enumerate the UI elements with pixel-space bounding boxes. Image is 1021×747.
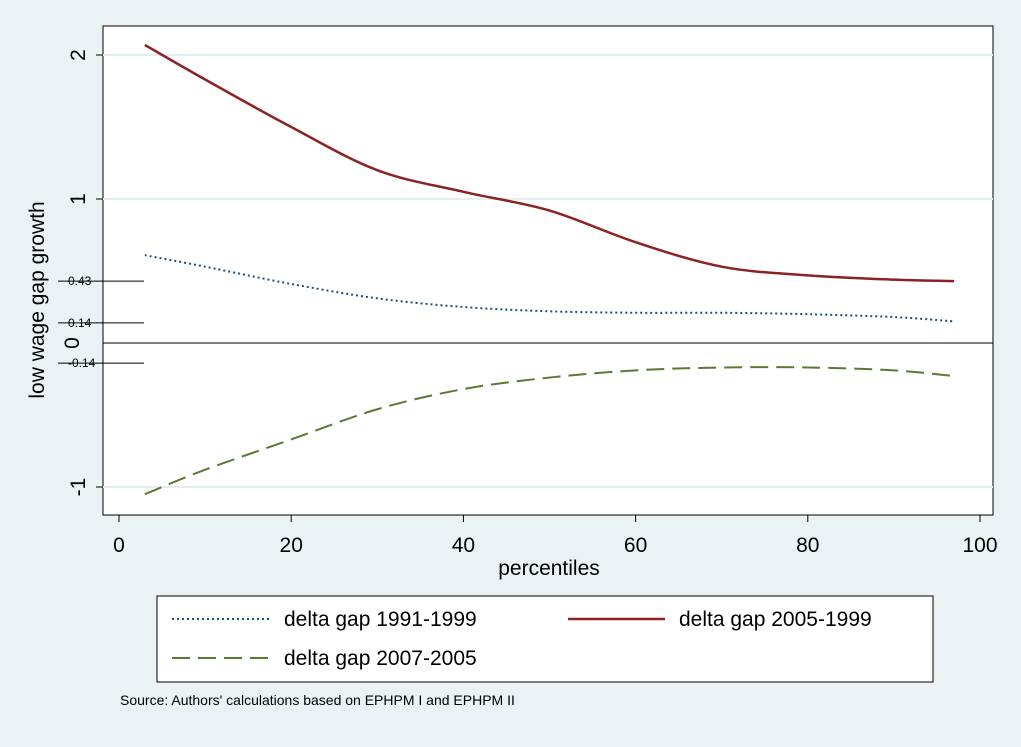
series-line-3 — [144, 366, 955, 496]
series-lines — [144, 43, 955, 496]
y-tick-label: 1 — [67, 193, 90, 205]
y-tick-label: -1 — [67, 478, 90, 497]
x-tick-label: 80 — [796, 534, 819, 557]
plot-area — [102, 25, 994, 516]
source-note: Source: Authors' calculations based on E… — [120, 692, 515, 708]
x-tick-label: 0 — [113, 534, 125, 557]
series-line-2 — [144, 43, 955, 283]
gridlines — [103, 54, 993, 488]
x-tick-label: 60 — [624, 534, 647, 557]
x-tick-label: 20 — [280, 534, 303, 557]
legend: delta gap 1991-1999 delta gap 2005-1999 de… — [172, 608, 872, 670]
y-small-tick-label: 0.43 — [68, 274, 92, 288]
x-tick-label: 100 — [962, 534, 997, 557]
legend-label-2: delta gap 2005-1999 — [679, 608, 872, 631]
y-small-tick-label: 0.14 — [68, 316, 92, 330]
legend-box — [156, 595, 934, 683]
x-tick-label: 40 — [452, 534, 475, 557]
y-small-tick-label: -0.14 — [68, 356, 96, 370]
y-axis-label: low wage gap growth — [26, 201, 49, 398]
legend-label-1: delta gap 1991-1999 — [284, 608, 477, 631]
y-tick-label: 2 — [67, 49, 90, 61]
y-zero-label: 0 — [61, 337, 84, 349]
x-axis-label: percentiles — [498, 557, 600, 580]
legend-label-3: delta gap 2007-2005 — [284, 647, 477, 670]
